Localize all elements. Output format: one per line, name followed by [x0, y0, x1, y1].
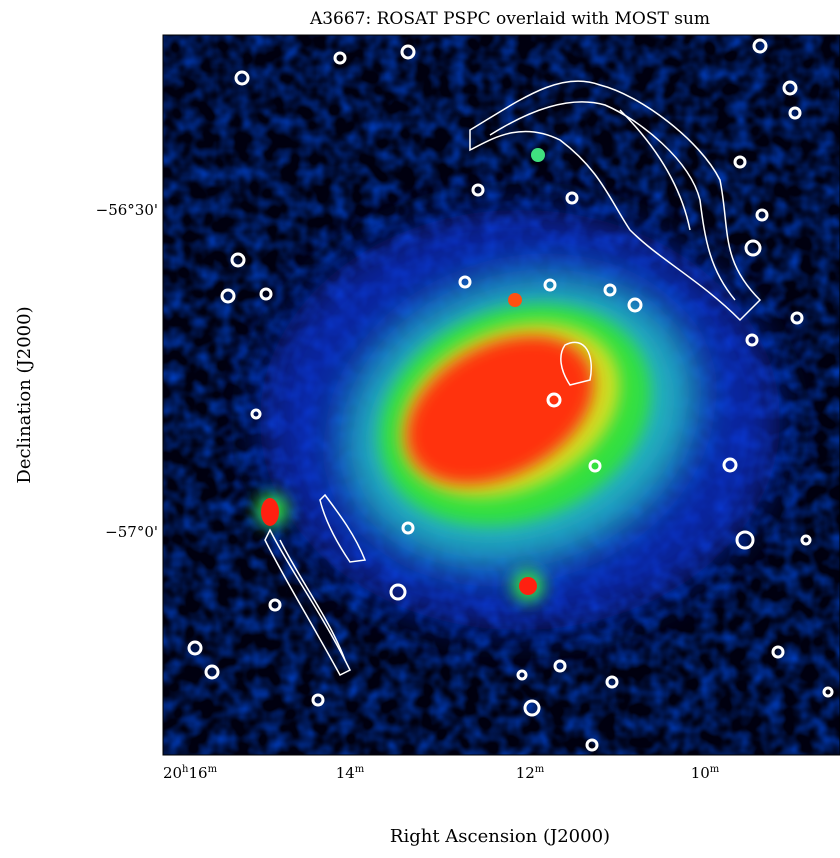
figure: A3667: ROSAT PSPC overlaid with MOST sum [0, 0, 840, 853]
title: A3667: ROSAT PSPC overlaid with MOST sum [309, 9, 710, 29]
y-axis-label: Declination (J2000) [14, 306, 35, 483]
x-ticks: 20h16m 14m 12m 10m [163, 764, 720, 782]
x-tick-label: 10m [691, 764, 720, 782]
x-tick-label: 12m [516, 764, 545, 782]
x-tick-label: 14m [336, 764, 365, 782]
x-tick-label: 20h16m [163, 764, 218, 782]
y-tick-label: −57°0' [105, 523, 158, 541]
y-tick-label: −56°30' [96, 201, 158, 219]
x-axis-label: Right Ascension (J2000) [390, 826, 610, 847]
y-ticks: −56°30' −57°0' [96, 201, 158, 541]
sky-image [163, 35, 840, 755]
